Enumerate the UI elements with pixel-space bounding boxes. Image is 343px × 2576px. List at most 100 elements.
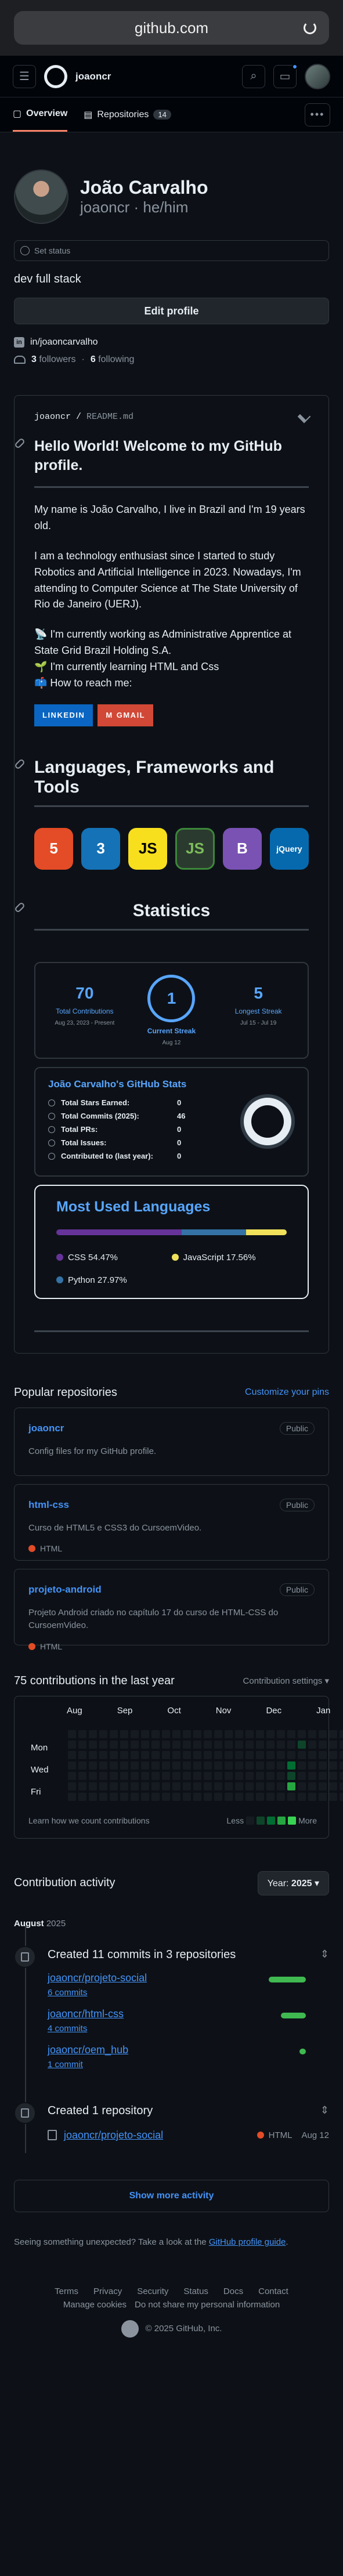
contribution-day[interactable] bbox=[308, 1792, 316, 1801]
contribution-day[interactable] bbox=[319, 1792, 327, 1801]
contribution-day[interactable] bbox=[183, 1740, 191, 1749]
contribution-day[interactable] bbox=[99, 1740, 107, 1749]
contribution-day[interactable] bbox=[131, 1792, 139, 1801]
tab-repositories[interactable]: ▤ Repositories 14 bbox=[84, 97, 171, 132]
contribution-day[interactable] bbox=[298, 1750, 306, 1759]
anchor-link-icon[interactable] bbox=[14, 902, 26, 913]
contribution-day[interactable] bbox=[120, 1740, 128, 1749]
contribution-day[interactable] bbox=[214, 1730, 222, 1738]
contribution-day[interactable] bbox=[151, 1782, 160, 1790]
contribution-day[interactable] bbox=[225, 1771, 233, 1780]
commit-repo-link[interactable]: joaoncr/html-css bbox=[48, 2007, 124, 2020]
contribution-day[interactable] bbox=[99, 1792, 107, 1801]
collapse-icon[interactable]: ⇕ bbox=[320, 2104, 329, 2116]
commit-count-link[interactable]: 1 commit bbox=[48, 2059, 83, 2070]
contribution-day[interactable] bbox=[287, 1750, 295, 1759]
followers-link[interactable]: 3 followers bbox=[31, 354, 76, 365]
contribution-day[interactable] bbox=[277, 1792, 285, 1801]
notifications-button[interactable]: ▭ bbox=[273, 63, 298, 88]
following-link[interactable]: 6 following bbox=[91, 354, 135, 365]
contribution-day[interactable] bbox=[99, 1771, 107, 1780]
contribution-day[interactable] bbox=[204, 1782, 212, 1790]
contribution-day[interactable] bbox=[141, 1771, 149, 1780]
contribution-day[interactable] bbox=[308, 1730, 316, 1738]
contribution-day[interactable] bbox=[68, 1771, 76, 1780]
contribution-day[interactable] bbox=[214, 1750, 222, 1759]
contribution-day[interactable] bbox=[340, 1761, 343, 1770]
contribution-day[interactable] bbox=[68, 1792, 76, 1801]
contribution-day[interactable] bbox=[204, 1792, 212, 1801]
contribution-day[interactable] bbox=[141, 1750, 149, 1759]
footer-link[interactable]: Privacy bbox=[93, 2286, 122, 2296]
contribution-day[interactable] bbox=[183, 1750, 191, 1759]
contribution-day[interactable] bbox=[245, 1740, 254, 1749]
contribution-day[interactable] bbox=[225, 1730, 233, 1738]
contribution-day[interactable] bbox=[110, 1771, 118, 1780]
show-more-button[interactable]: Show more activity bbox=[14, 2179, 329, 2212]
contribution-day[interactable] bbox=[99, 1730, 107, 1738]
footer-link[interactable]: Docs bbox=[223, 2286, 244, 2296]
contribution-day[interactable] bbox=[99, 1750, 107, 1759]
contribution-day[interactable] bbox=[277, 1740, 285, 1749]
contribution-day[interactable] bbox=[277, 1730, 285, 1738]
contribution-day[interactable] bbox=[89, 1761, 97, 1770]
contribution-day[interactable] bbox=[110, 1740, 118, 1749]
contribution-day[interactable] bbox=[204, 1750, 212, 1759]
contribution-day[interactable] bbox=[256, 1761, 264, 1770]
anchor-link-icon[interactable] bbox=[14, 758, 26, 770]
commit-count-link[interactable]: 4 commits bbox=[48, 2023, 88, 2034]
contribution-day[interactable] bbox=[89, 1730, 97, 1738]
contribution-day[interactable] bbox=[183, 1761, 191, 1770]
contribution-day[interactable] bbox=[78, 1771, 86, 1780]
contribution-day[interactable] bbox=[110, 1761, 118, 1770]
search-button[interactable]: ⌕ bbox=[242, 64, 265, 88]
contribution-day[interactable] bbox=[89, 1792, 97, 1801]
contribution-day[interactable] bbox=[110, 1750, 118, 1759]
avatar[interactable] bbox=[305, 63, 330, 89]
contribution-day[interactable] bbox=[245, 1761, 254, 1770]
header-username[interactable]: joaoncr bbox=[75, 70, 111, 82]
contribution-day[interactable] bbox=[78, 1750, 86, 1759]
address-bar[interactable]: github.com bbox=[14, 11, 329, 45]
contribution-day[interactable] bbox=[319, 1761, 327, 1770]
contribution-day[interactable] bbox=[256, 1740, 264, 1749]
contribution-day[interactable] bbox=[193, 1740, 201, 1749]
contribution-day[interactable] bbox=[172, 1771, 180, 1780]
contribution-day[interactable] bbox=[235, 1761, 243, 1770]
contribution-day[interactable] bbox=[266, 1740, 275, 1749]
contribution-day[interactable] bbox=[68, 1761, 76, 1770]
menu-button[interactable]: ☰ bbox=[13, 64, 36, 88]
contribution-day[interactable] bbox=[162, 1792, 170, 1801]
contribution-day[interactable] bbox=[120, 1730, 128, 1738]
contribution-day[interactable] bbox=[120, 1750, 128, 1759]
contribution-day[interactable] bbox=[329, 1782, 337, 1790]
contribution-day[interactable] bbox=[235, 1771, 243, 1780]
contribution-day[interactable] bbox=[308, 1761, 316, 1770]
contribution-day[interactable] bbox=[214, 1761, 222, 1770]
contribution-day[interactable] bbox=[204, 1730, 212, 1738]
contribution-day[interactable] bbox=[204, 1761, 212, 1770]
contribution-day[interactable] bbox=[141, 1782, 149, 1790]
contribution-day[interactable] bbox=[131, 1750, 139, 1759]
contribution-day[interactable] bbox=[68, 1782, 76, 1790]
contribution-day[interactable] bbox=[256, 1782, 264, 1790]
contribution-day[interactable] bbox=[193, 1730, 201, 1738]
learn-contributions-link[interactable]: Learn how we count contributions bbox=[28, 1815, 150, 1825]
contribution-day[interactable] bbox=[110, 1782, 118, 1790]
contribution-day[interactable] bbox=[277, 1750, 285, 1759]
contribution-day[interactable] bbox=[266, 1771, 275, 1780]
footer-link[interactable]: Terms bbox=[55, 2286, 79, 2296]
footer-link[interactable]: Status bbox=[183, 2286, 208, 2296]
contribution-day[interactable] bbox=[162, 1761, 170, 1770]
contribution-day[interactable] bbox=[329, 1761, 337, 1770]
contribution-day[interactable] bbox=[151, 1792, 160, 1801]
contribution-day[interactable] bbox=[141, 1792, 149, 1801]
contribution-day[interactable] bbox=[68, 1730, 76, 1738]
edit-profile-button[interactable]: Edit profile bbox=[14, 298, 329, 324]
contribution-day[interactable] bbox=[78, 1761, 86, 1770]
contribution-day[interactable] bbox=[183, 1771, 191, 1780]
repo-name-link[interactable]: joaoncr bbox=[28, 1422, 64, 1434]
readme-user[interactable]: joaoncr bbox=[34, 412, 71, 422]
contribution-day[interactable] bbox=[340, 1740, 343, 1749]
contribution-day[interactable] bbox=[319, 1782, 327, 1790]
